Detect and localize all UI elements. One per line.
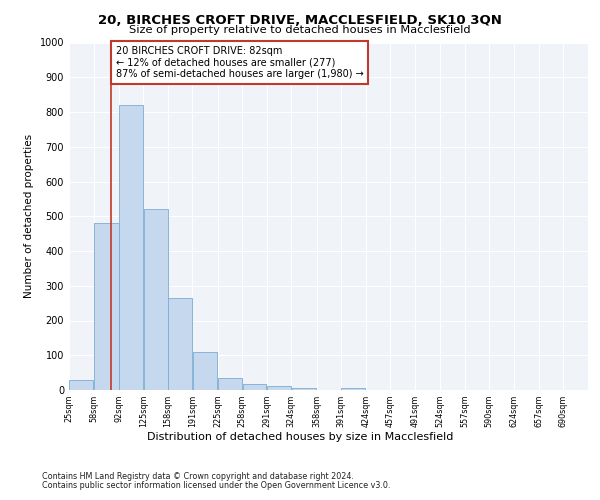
Text: 20, BIRCHES CROFT DRIVE, MACCLESFIELD, SK10 3QN: 20, BIRCHES CROFT DRIVE, MACCLESFIELD, S… — [98, 14, 502, 27]
Y-axis label: Number of detached properties: Number of detached properties — [24, 134, 34, 298]
Bar — [168, 298, 192, 390]
Text: Distribution of detached houses by size in Macclesfield: Distribution of detached houses by size … — [147, 432, 453, 442]
Text: Contains HM Land Registry data © Crown copyright and database right 2024.: Contains HM Land Registry data © Crown c… — [42, 472, 354, 481]
Bar — [69, 380, 93, 390]
Text: 20 BIRCHES CROFT DRIVE: 82sqm
← 12% of detached houses are smaller (277)
87% of : 20 BIRCHES CROFT DRIVE: 82sqm ← 12% of d… — [116, 46, 364, 79]
Text: Size of property relative to detached houses in Macclesfield: Size of property relative to detached ho… — [129, 25, 471, 35]
Bar — [341, 388, 365, 390]
Bar — [193, 352, 217, 390]
Text: Contains public sector information licensed under the Open Government Licence v3: Contains public sector information licen… — [42, 481, 391, 490]
Bar — [218, 378, 242, 390]
Bar — [292, 388, 316, 390]
Bar — [242, 384, 266, 390]
Bar — [143, 210, 167, 390]
Bar — [119, 105, 143, 390]
Bar — [267, 386, 291, 390]
Bar — [94, 223, 119, 390]
